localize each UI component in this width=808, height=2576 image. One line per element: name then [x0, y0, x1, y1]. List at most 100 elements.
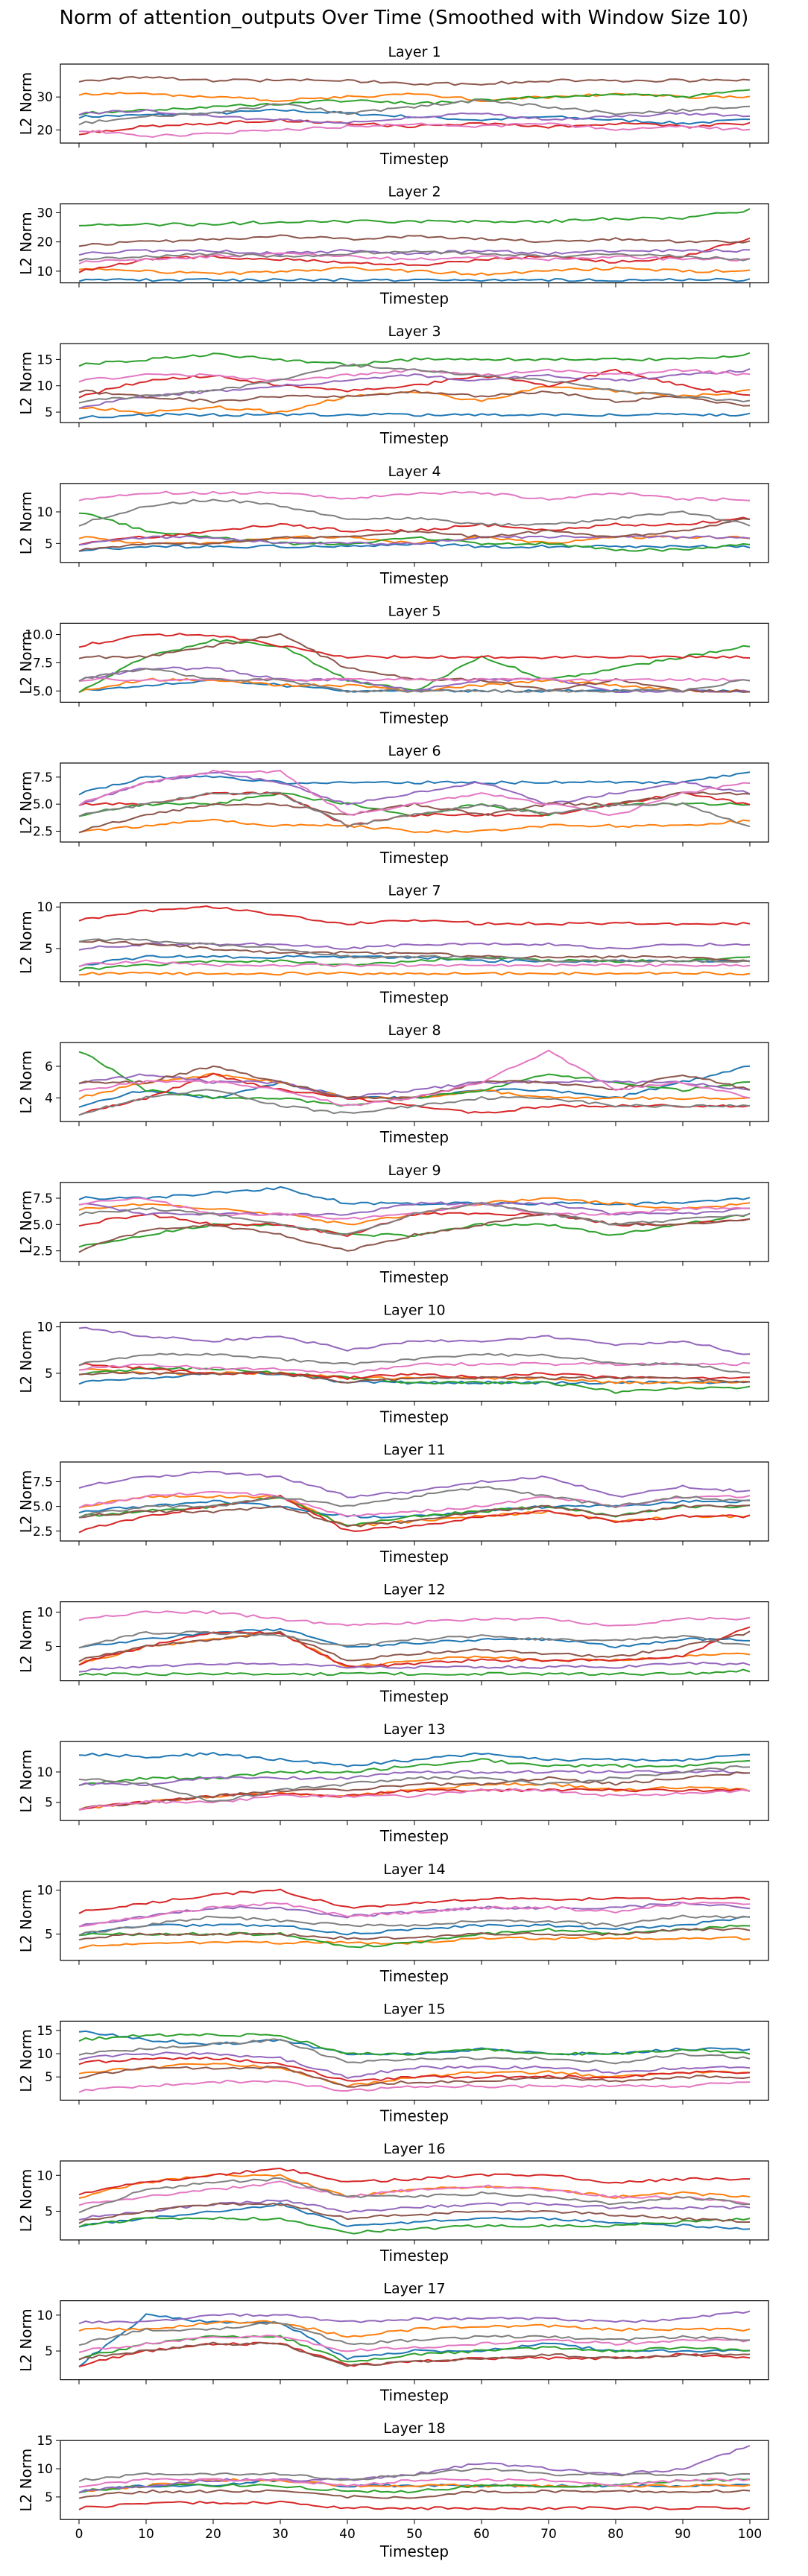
subplot-title: Layer 10 [383, 1302, 445, 1318]
series-line [78, 2216, 751, 2235]
y-tick-label: 7.5 [33, 1192, 53, 1206]
subplot-layer-4: Layer 4 5 10 Timestep L2 Norm [17, 463, 769, 587]
y-tick-label: 5 [45, 2204, 53, 2219]
series-line [78, 1752, 751, 1768]
axes-frame [60, 1741, 769, 1821]
series-line [78, 1758, 751, 1787]
series-line [78, 1765, 751, 1803]
series-line [78, 2320, 751, 2346]
subplot-title: Layer 1 [388, 44, 441, 60]
series-line [78, 1326, 751, 1355]
series-line [78, 2467, 751, 2482]
y-axis-label: L2 Norm [17, 2449, 35, 2512]
subplot-title: Layer 5 [388, 603, 441, 619]
subplot-layer-5: Layer 5 5.0 7.5 10.0 Timestep L2 Norm [17, 603, 769, 727]
series-line [78, 1770, 751, 1787]
x-tick-label: 100 [738, 2527, 762, 2542]
series-line [78, 1788, 751, 1811]
series-line [78, 518, 751, 552]
series-line [78, 1202, 751, 1235]
x-axis-label: Timestep [379, 150, 449, 168]
series-line [78, 89, 751, 116]
series-line [78, 385, 751, 414]
x-tick-label: 80 [607, 2527, 624, 2542]
series-line [78, 771, 751, 806]
series-line [78, 1352, 751, 1374]
subplot-layer-3: Layer 3 5 10 15 Timestep L2 Norm [17, 323, 769, 447]
y-tick-label: 10 [37, 2168, 53, 2183]
x-tick-label: 30 [272, 2527, 288, 2542]
series-line [78, 1494, 751, 1534]
y-tick-label: 20 [37, 123, 53, 138]
series-line [78, 490, 751, 501]
y-tick-label: 2.5 [33, 824, 53, 839]
subplot-title: Layer 12 [383, 1582, 445, 1598]
y-tick-label: 5 [45, 942, 53, 957]
subplot-title: Layer 17 [383, 2281, 445, 2297]
series-line [78, 2478, 751, 2488]
subplot-layer-1: Layer 1 20 30 Timestep L2 Norm [17, 44, 769, 168]
series-line [78, 1936, 751, 1949]
y-tick-label: 5.0 [33, 1218, 53, 1232]
y-tick-label: 10 [37, 379, 53, 394]
y-tick-label: 5 [45, 2490, 53, 2505]
series-line [78, 266, 751, 276]
series-line [78, 499, 751, 527]
series-line [78, 1626, 751, 1668]
x-tick-label: 70 [540, 2527, 557, 2542]
x-tick-label: 50 [406, 2527, 423, 2542]
x-axis-label: Timestep [379, 1967, 449, 1985]
y-tick-label: 30 [37, 206, 53, 221]
y-axis-label: L2 Norm [17, 352, 35, 415]
y-tick-label: 15 [37, 2024, 53, 2039]
y-axis-label: L2 Norm [17, 2169, 35, 2232]
y-tick-label: 15 [37, 2434, 53, 2449]
subplot-layer-7: Layer 7 5 10 Timestep L2 Norm [17, 883, 769, 1007]
x-axis-label: Timestep [379, 2247, 449, 2265]
y-tick-label: 7.5 [33, 656, 53, 671]
subplot-title: Layer 15 [383, 2001, 445, 2017]
series-line [78, 363, 751, 404]
subplot-layer-6: Layer 6 2.5 5.0 7.5 Timestep L2 Norm [17, 743, 769, 867]
subplot-layer-9: Layer 9 2.5 5.0 7.5 Timestep L2 Norm [17, 1162, 769, 1286]
series-line [78, 1212, 751, 1248]
series-line [78, 1089, 751, 1116]
series-line [78, 2320, 751, 2338]
series-line [78, 818, 751, 834]
subplot-title: Layer 9 [388, 1162, 441, 1179]
subplot-title: Layer 18 [383, 2420, 445, 2437]
subplot-layer-2: Layer 2 10 20 30 Timestep L2 Norm [17, 184, 769, 308]
series-line [78, 389, 751, 407]
series-line [78, 959, 751, 968]
x-axis-label: Timestep [379, 2107, 449, 2124]
series-line [78, 1668, 751, 1677]
series-line [78, 277, 751, 282]
series-line [78, 2066, 751, 2088]
y-axis-label: L2 Norm [17, 631, 35, 694]
series-line [78, 1902, 751, 1928]
series-line [78, 75, 751, 86]
x-axis-label: Timestep [379, 1268, 449, 1286]
subplot-layer-8: Layer 8 4 6 Timestep L2 Norm [17, 1022, 769, 1146]
series-line [78, 122, 751, 139]
series-line [78, 2478, 751, 2494]
series-line [78, 98, 751, 126]
y-axis-label: L2 Norm [17, 1190, 35, 1253]
x-axis-label: Timestep [379, 429, 449, 447]
y-tick-label: 10 [37, 2308, 53, 2323]
y-tick-label: 5 [45, 1640, 53, 1655]
y-axis-label: L2 Norm [17, 2029, 35, 2092]
y-tick-label: 6 [45, 1060, 53, 1075]
y-axis-label: L2 Norm [17, 72, 35, 136]
x-tick-label: 40 [339, 2527, 356, 2542]
series-line [78, 412, 751, 420]
x-tick-label: 0 [75, 2527, 83, 2542]
figure-title: Norm of attention_outputs Over Time (Smo… [60, 7, 749, 29]
y-axis-label: L2 Norm [17, 1330, 35, 1393]
series-line [78, 971, 751, 976]
series-line [78, 250, 751, 262]
series-line [78, 2038, 751, 2065]
x-axis-label: Timestep [379, 1408, 449, 1425]
y-axis-label: L2 Norm [17, 1470, 35, 1534]
